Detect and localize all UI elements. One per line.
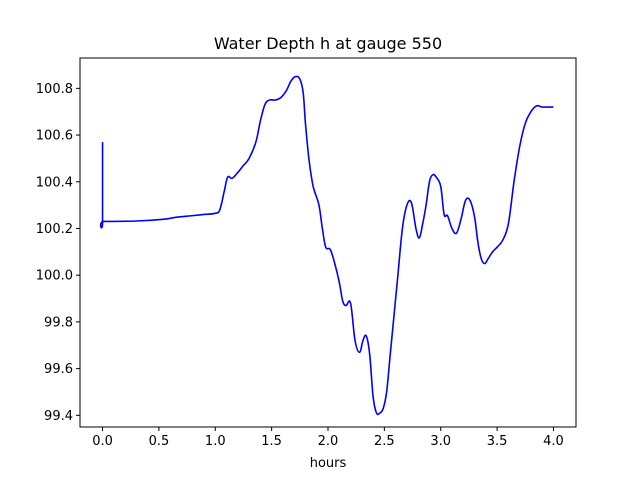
y-tick-label: 100.0 xyxy=(36,269,73,284)
y-tick-label: 100.2 xyxy=(36,222,73,237)
y-tick-label: 99.8 xyxy=(44,315,73,330)
x-axis-label: hours xyxy=(310,456,347,471)
y-axis-ticks: 99.4 99.6 99.8 100.0 100.2 100.4 100.6 100.8 xyxy=(36,82,80,424)
x-tick-label: 1.0 xyxy=(205,434,226,449)
x-tick-label: 3.5 xyxy=(487,434,508,449)
y-tick-label: 100.8 xyxy=(36,82,73,97)
x-tick-label: 4.0 xyxy=(543,434,564,449)
x-tick-label: 2.5 xyxy=(374,434,395,449)
series-layer xyxy=(99,75,554,416)
y-tick-label: 99.4 xyxy=(44,409,73,424)
x-tick-label: 1.5 xyxy=(261,434,282,449)
x-tick-label: 0.0 xyxy=(92,434,113,449)
x-tick-label: 3.0 xyxy=(430,434,451,449)
y-tick-label: 100.6 xyxy=(36,129,73,144)
x-tick-label: 2.0 xyxy=(318,434,339,449)
series-line xyxy=(99,75,554,416)
x-axis-ticks: 0.0 0.5 1.0 1.5 2.0 2.5 3.0 3.5 4.0 xyxy=(92,427,564,449)
y-tick-label: 99.6 xyxy=(44,362,73,377)
y-tick-label: 100.4 xyxy=(36,175,73,190)
x-tick-label: 0.5 xyxy=(149,434,170,449)
plot-area: 0.0 0.5 1.0 1.5 2.0 2.5 3.0 3.5 4.0 99.4 99.6 99.8… xyxy=(36,57,577,449)
chart-title: Water Depth h at gauge 550 xyxy=(214,34,442,53)
